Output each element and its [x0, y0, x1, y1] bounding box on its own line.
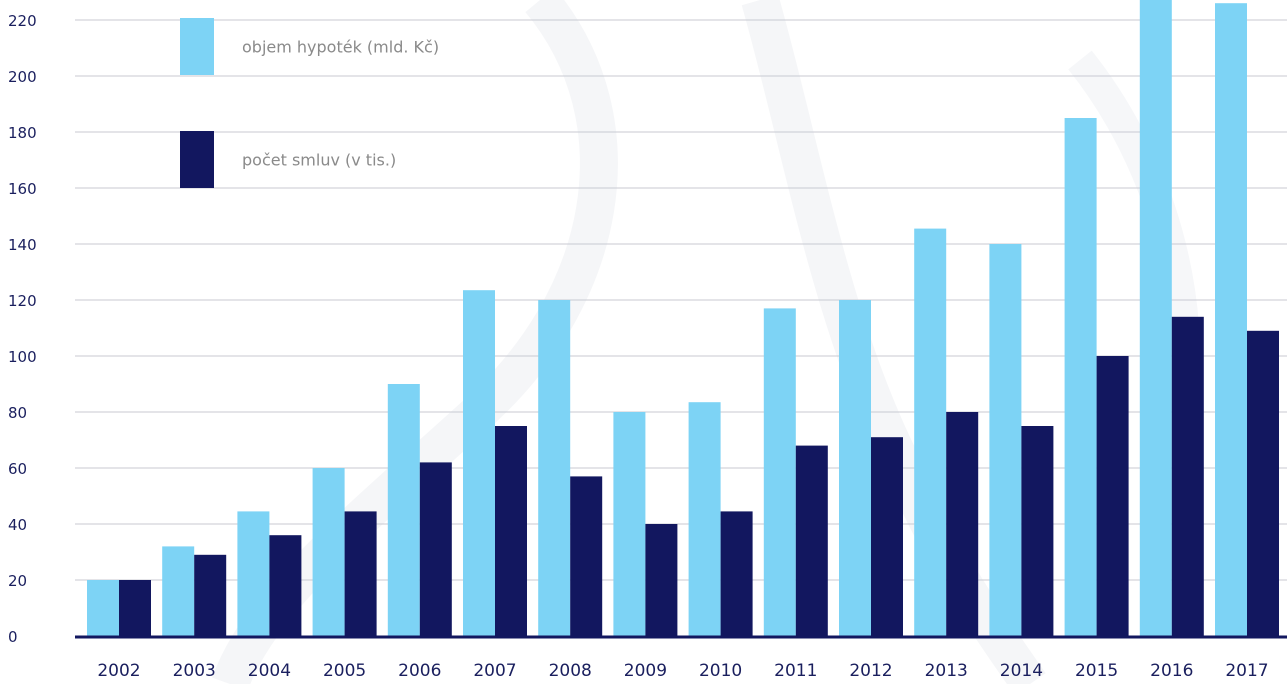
y-tick-label: 20 [8, 572, 27, 590]
legend: objem hypoték (mld. Kč) počet smluv (v ti… [180, 18, 439, 188]
y-axis-ticks: 0 20 40 60 80 100 120 140 160 180 200 220 [8, 12, 37, 646]
bar-pocet-smluv [495, 426, 527, 636]
bar-objem-hypotek [613, 412, 646, 636]
bar-objem-hypotek [463, 290, 495, 636]
bar-pocet-smluv [795, 445, 828, 636]
x-tick-label: 2002 [97, 661, 140, 681]
bar-pocet-smluv [871, 437, 903, 636]
legend-swatch [180, 131, 214, 188]
x-tick-label: 2006 [398, 661, 441, 681]
watermark-stroke [741, 0, 1046, 684]
y-tick-label: 80 [8, 404, 27, 422]
x-axis-ticks: 2002 2003 2004 2005 2006 2007 2008 2009 2010 2011… [97, 661, 1268, 681]
legend-label: objem hypoték (mld. Kč) [242, 38, 439, 57]
x-tick-label: 2016 [1150, 661, 1193, 681]
bar-objem-hypotek [839, 300, 871, 636]
bar-objem-hypotek [387, 384, 420, 636]
bar-pocet-smluv [1171, 316, 1204, 636]
bar-objem-hypotek [914, 228, 947, 636]
y-tick-label: 40 [8, 516, 27, 534]
x-tick-label: 2013 [925, 661, 968, 681]
x-tick-label: 2012 [849, 661, 892, 681]
bar-objem-hypotek [1064, 118, 1097, 636]
y-tick-label: 160 [8, 180, 37, 198]
bar-pocet-smluv [119, 580, 151, 636]
x-tick-label: 2004 [248, 661, 291, 681]
y-tick-label: 180 [8, 124, 37, 142]
bar-objem-hypotek [162, 546, 195, 636]
legend-label: počet smluv (v tis.) [242, 151, 396, 170]
legend-swatch [180, 18, 214, 75]
y-tick-label: 140 [8, 236, 37, 254]
bar-pocet-smluv [570, 476, 603, 636]
y-tick-label: 220 [8, 12, 37, 30]
x-tick-label: 2007 [473, 661, 516, 681]
bars [87, 0, 1279, 636]
bar-objem-hypotek [1215, 3, 1247, 636]
x-tick-label: 2008 [549, 661, 592, 681]
x-tick-label: 2011 [774, 661, 817, 681]
bar-objem-hypotek [1139, 0, 1172, 636]
x-tick-label: 2005 [323, 661, 366, 681]
y-tick-label: 60 [8, 460, 27, 478]
bar-pocet-smluv [194, 554, 227, 636]
bar-pocet-smluv [1096, 356, 1129, 636]
bar-pocet-smluv [269, 535, 302, 636]
y-tick-label: 100 [8, 348, 37, 366]
bar-pocet-smluv [344, 511, 377, 636]
y-tick-label: 0 [8, 628, 18, 646]
x-tick-label: 2014 [1000, 661, 1043, 681]
bar-objem-hypotek [312, 468, 345, 636]
bar-pocet-smluv [720, 511, 753, 636]
x-tick-label: 2015 [1075, 661, 1118, 681]
bar-objem-hypotek [538, 300, 571, 636]
bar-pocet-smluv [645, 524, 678, 636]
bar-objem-hypotek [688, 402, 721, 636]
gridlines [75, 19, 1287, 581]
x-tick-label: 2017 [1225, 661, 1268, 681]
bar-objem-hypotek [87, 580, 119, 636]
y-tick-label: 120 [8, 292, 37, 310]
bar-objem-hypotek [763, 308, 796, 636]
bar-objem-hypotek [989, 244, 1022, 636]
bar-pocet-smluv [946, 412, 979, 636]
bar-objem-hypotek [237, 511, 270, 636]
x-tick-label: 2003 [173, 661, 216, 681]
bar-pocet-smluv [1247, 330, 1279, 636]
y-tick-label: 200 [8, 68, 37, 86]
x-tick-label: 2010 [699, 661, 742, 681]
bar-pocet-smluv [1021, 426, 1054, 636]
bar-pocet-smluv [419, 462, 452, 636]
x-tick-label: 2009 [624, 661, 667, 681]
